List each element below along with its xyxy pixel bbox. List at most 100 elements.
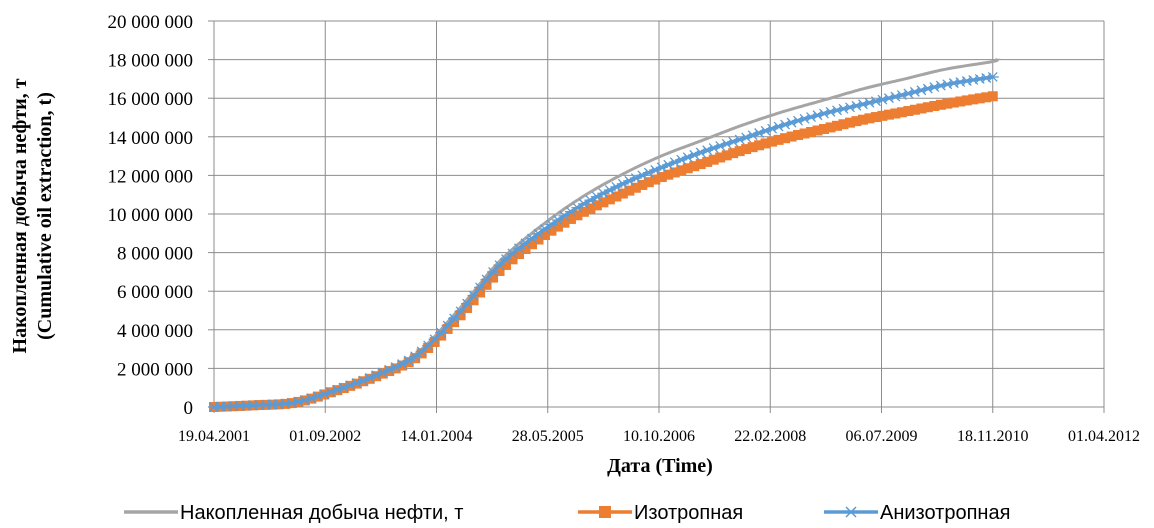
isotropic-point-marker xyxy=(546,225,557,236)
series-layer xyxy=(208,58,1001,412)
isotropic-point-marker xyxy=(793,130,804,141)
isotropic-point-marker xyxy=(442,323,453,334)
isotropic-point-marker xyxy=(819,123,830,134)
isotropic-point-marker xyxy=(747,142,758,153)
isotropic-point-marker xyxy=(948,97,959,108)
anisotropic-point-marker xyxy=(863,97,876,108)
x-tick-label: 06.07.2009 xyxy=(846,428,918,445)
y-axis-title-line2: (Cumulative oil extraction, t) xyxy=(34,92,56,340)
isotropic-point-marker xyxy=(929,100,940,111)
isotropic-point-marker xyxy=(559,217,570,228)
isotropic-point-marker xyxy=(741,144,752,155)
legend: Накопленная добыча нефти, т Изотропная Ани… xyxy=(124,502,1010,524)
anisotropic-point-marker xyxy=(467,290,480,301)
legend-item-anisotropic: Анизотропная xyxy=(824,502,1010,524)
isotropic-point-marker xyxy=(806,127,817,138)
anisotropic-point-marker xyxy=(986,72,999,82)
isotropic-point-marker xyxy=(987,91,998,102)
legend-square-marker xyxy=(599,506,611,518)
y-tick-label: 4 000 000 xyxy=(117,321,193,342)
anisotropic-point-marker xyxy=(474,282,487,293)
isotropic-point-marker xyxy=(773,134,784,145)
isotropic-point-marker xyxy=(870,112,881,123)
anisotropic-point-marker xyxy=(480,274,493,285)
isotropic-point-marker xyxy=(449,317,460,328)
isotropic-point-marker xyxy=(669,167,680,178)
isotropic-point-marker xyxy=(955,96,966,107)
isotropic-point-marker xyxy=(851,116,862,127)
isotropic-point-marker xyxy=(832,120,842,131)
isotropic-point-marker xyxy=(591,200,602,211)
isotropic-point-marker xyxy=(903,106,914,117)
isotropic-point-marker xyxy=(475,287,486,298)
anisotropic-point-marker xyxy=(513,243,526,254)
anisotropic-point-marker xyxy=(928,82,941,93)
isotropic-point-marker xyxy=(780,133,791,144)
legend-item-isotropic: Изотропная xyxy=(578,502,743,524)
isotropic-point-marker xyxy=(799,128,810,139)
isotropic-point-marker xyxy=(812,125,823,136)
isotropic-point-marker xyxy=(877,110,888,121)
isotropic-point-marker xyxy=(702,156,713,167)
anisotropic-point-marker xyxy=(292,396,305,407)
anisotropic-point-marker xyxy=(525,233,538,244)
series-markers-isotropic xyxy=(209,91,998,412)
anisotropic-point-marker xyxy=(921,83,934,94)
anisotropic-point-marker xyxy=(402,355,415,366)
y-axis-title-line1: Накопленная добыча нефти, т xyxy=(9,78,31,353)
isotropic-point-marker xyxy=(689,161,700,172)
isotropic-point-marker xyxy=(533,234,544,245)
y-tick-label: 16 000 000 xyxy=(108,89,194,110)
isotropic-point-marker xyxy=(981,92,992,103)
x-tick-label: 19.04.2001 xyxy=(178,428,250,445)
anisotropic-point-marker xyxy=(571,202,584,213)
anisotropic-point-marker xyxy=(837,103,850,114)
isotropic-point-marker xyxy=(578,206,589,217)
anisotropic-point-marker xyxy=(409,351,422,362)
x-tick-label: 01.04.2012 xyxy=(1068,428,1140,445)
isotropic-point-marker xyxy=(637,179,648,190)
legend-asterisk-marker xyxy=(844,506,858,518)
isotropic-point-marker xyxy=(734,146,745,157)
isotropic-point-marker xyxy=(883,109,894,120)
y-tick-label: 14 000 000 xyxy=(108,128,194,149)
isotropic-point-marker xyxy=(656,172,667,183)
y-tick-label: 18 000 000 xyxy=(108,51,194,72)
legend-label: Накопленная добыча нефти, т xyxy=(180,502,463,524)
isotropic-point-marker xyxy=(974,93,985,104)
isotropic-point-marker xyxy=(501,259,512,270)
isotropic-point-marker xyxy=(624,185,635,196)
anisotropic-point-marker xyxy=(454,306,467,317)
isotropic-point-marker xyxy=(708,154,719,165)
x-tick-label: 22.02.2008 xyxy=(734,428,806,445)
isotropic-point-marker xyxy=(838,119,849,130)
isotropic-point-marker xyxy=(916,103,927,114)
anisotropic-point-marker xyxy=(850,100,863,111)
isotropic-point-marker xyxy=(494,265,505,276)
isotropic-point-marker xyxy=(598,197,609,208)
x-tick-label: 18.11.2010 xyxy=(957,428,1028,445)
isotropic-point-marker xyxy=(455,310,466,321)
isotropic-point-marker xyxy=(922,102,933,113)
anisotropic-point-marker xyxy=(532,228,545,239)
anisotropic-point-marker xyxy=(895,90,908,101)
isotropic-point-marker xyxy=(728,148,739,159)
isotropic-point-marker xyxy=(552,221,563,232)
isotropic-point-marker xyxy=(864,113,875,124)
isotropic-point-marker xyxy=(942,98,953,109)
isotropic-point-marker xyxy=(462,302,473,313)
series-line-anisotropic xyxy=(214,75,994,409)
isotropic-point-marker xyxy=(682,163,693,174)
y-tick-label: 2 000 000 xyxy=(117,359,193,380)
isotropic-point-marker xyxy=(481,279,492,290)
isotropic-point-marker xyxy=(604,194,615,205)
x-tick-labels: 19.04.2001 01.09.2002 14.01.2004 28.05.2005… xyxy=(178,428,1140,445)
isotropic-point-marker xyxy=(630,182,641,193)
isotropic-point-marker xyxy=(721,150,732,161)
y-tick-label: 12 000 000 xyxy=(108,166,194,187)
legend-label: Анизотропная xyxy=(880,502,1010,524)
series-line-isotropic xyxy=(214,94,994,409)
series-markers-anisotropic xyxy=(208,72,999,412)
isotropic-point-marker xyxy=(935,99,946,110)
